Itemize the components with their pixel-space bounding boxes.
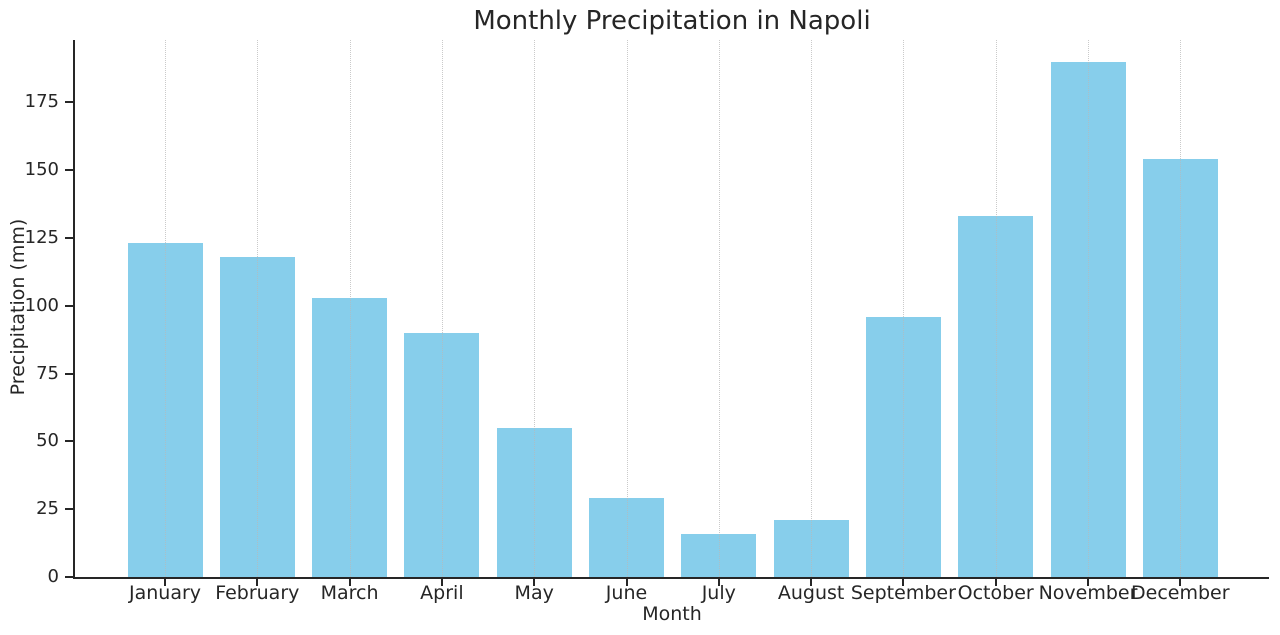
x-tick-label-august: August [777,582,845,604]
x-tick-may [533,579,536,586]
gridline-july [718,40,720,577]
y-tick-label-0: 0 [47,566,59,587]
y-tick-125 [65,236,73,239]
x-tick-october [994,579,997,586]
y-tick-label-125: 125 [24,226,59,248]
x-tick-label-december: December [1131,582,1230,604]
gridline-june [626,40,628,577]
gridline-october [995,40,997,577]
y-tick-50 [65,440,73,443]
gridline-september [903,40,905,577]
x-tick-label-june: June [605,582,648,604]
y-tick-0 [65,576,73,578]
y-tick-25 [65,508,73,511]
x-tick-label-march: March [320,582,379,604]
x-tick-march [348,579,351,586]
x-tick-label-april: April [420,582,464,604]
y-tick-label-50: 50 [36,430,59,452]
y-tick-100 [65,304,73,307]
y-tick-175 [65,101,73,104]
gridline-march [349,40,351,577]
x-tick-label-october: October [957,582,1034,604]
y-tick-label-100: 100 [24,294,59,316]
x-tick-november [1087,579,1089,586]
x-tick-label-september: September [850,582,956,604]
x-tick-label-july: July [701,582,736,604]
x-tick-label-february: February [215,582,300,604]
x-tick-september [902,579,905,586]
x-axis-spine [73,577,1269,579]
x-tick-june [625,579,628,586]
chart-title: Monthly Precipitation in Napoli [473,6,871,36]
gridline-may [534,40,536,577]
x-tick-label-may: May [514,582,554,604]
x-tick-label-january: January [128,582,202,604]
gridline-january [165,40,166,577]
x-tick-label-november: November [1038,582,1138,604]
gridline-april [441,40,443,577]
gridline-august [811,40,813,577]
gridline-february [257,40,259,577]
x-tick-december [1179,579,1182,586]
y-tick-label-75: 75 [36,362,59,384]
y-axis-spine [73,40,75,579]
x-tick-april [440,579,443,586]
y-tick-label-175: 175 [24,91,59,113]
x-tick-january [164,579,166,586]
y-tick-label-150: 150 [24,159,59,181]
gridline-december [1180,40,1182,577]
gridline-november [1088,40,1089,577]
y-tick-150 [65,169,73,172]
x-tick-february [256,579,259,586]
y-tick-label-25: 25 [36,498,59,520]
y-tick-75 [65,372,73,375]
x-tick-august [810,579,813,586]
x-tick-july [717,579,720,586]
x-axis-label: Month [642,603,702,625]
